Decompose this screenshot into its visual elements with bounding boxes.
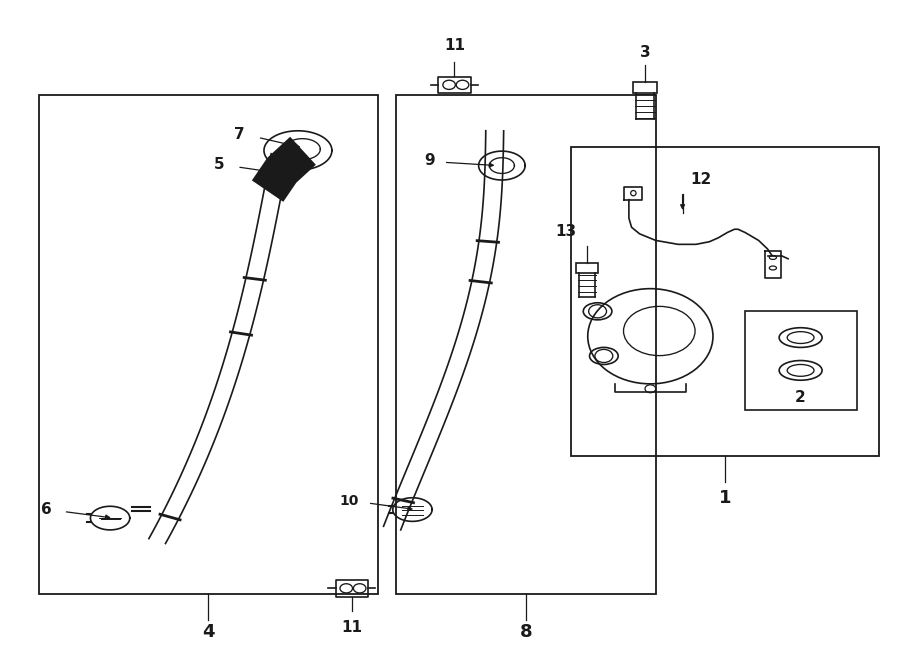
Text: 4: 4 (202, 623, 215, 641)
Bar (745, 311, 857, 410)
Text: 1: 1 (719, 489, 732, 506)
Text: 9: 9 (424, 153, 435, 168)
Text: 7: 7 (234, 126, 244, 142)
Text: 3: 3 (640, 45, 651, 60)
Text: 11: 11 (341, 620, 362, 635)
Bar (336, 580, 368, 596)
Bar (438, 77, 471, 93)
Bar (634, 82, 657, 93)
Text: 13: 13 (555, 224, 576, 239)
Bar (571, 147, 879, 455)
Text: 11: 11 (444, 38, 465, 54)
Bar (576, 263, 598, 273)
Text: 2: 2 (796, 389, 806, 404)
Text: 6: 6 (41, 502, 52, 517)
Text: 8: 8 (519, 623, 532, 641)
Text: 5: 5 (214, 157, 225, 171)
Bar (39, 95, 378, 594)
Text: 10: 10 (339, 494, 359, 508)
Text: 12: 12 (689, 171, 711, 187)
Bar (396, 95, 656, 594)
